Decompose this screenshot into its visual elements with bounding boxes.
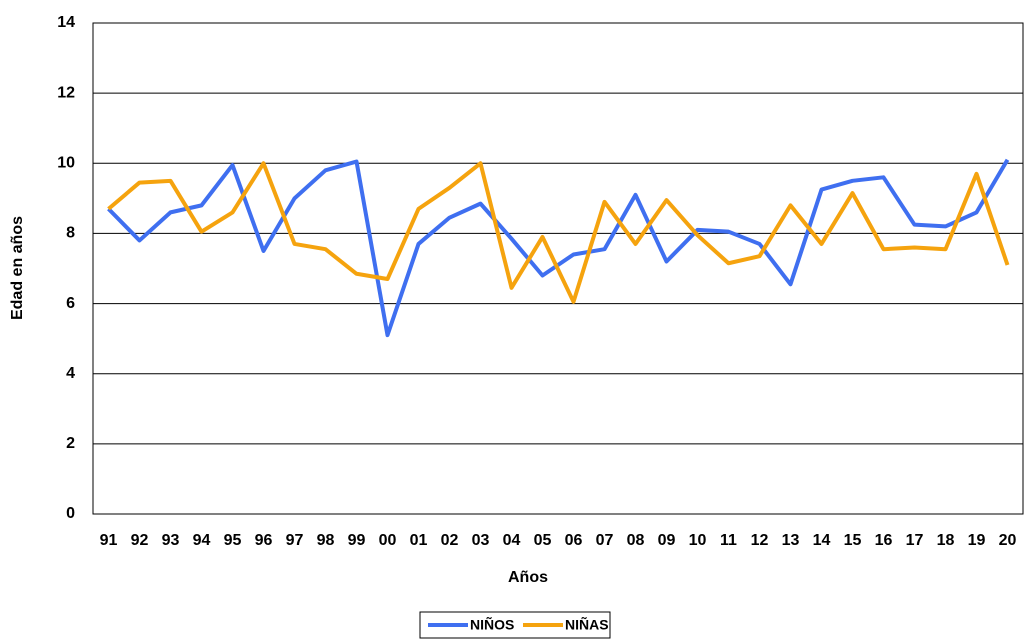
y-tick-label: 0 [66, 505, 75, 522]
x-tick-label: 96 [255, 532, 273, 549]
x-tick-label: 97 [286, 532, 304, 549]
x-tick-label: 92 [131, 532, 149, 549]
y-tick-label: 8 [66, 225, 75, 242]
x-tick-label: 03 [472, 532, 490, 549]
x-tick-label: 18 [937, 532, 955, 549]
series-line [107, 161, 1010, 304]
x-tick-label: 15 [844, 532, 862, 549]
y-tick-label: 2 [66, 435, 75, 452]
y-axis-title: Edad en años [9, 216, 26, 320]
x-tick-label: 07 [596, 532, 614, 549]
plot-border [92, 22, 1024, 515]
legend-label: NIÑAS [565, 616, 609, 633]
x-tick-label: 91 [100, 532, 118, 549]
x-tick-label: 01 [410, 532, 428, 549]
y-tick-label: 6 [66, 295, 75, 312]
x-tick-label: 99 [348, 532, 366, 549]
x-tick-label: 05 [534, 532, 552, 549]
x-tick-label: 94 [193, 532, 211, 549]
x-tick-label: 13 [782, 532, 800, 549]
x-tick-label: 11 [720, 532, 737, 549]
x-tick-label: 08 [627, 532, 645, 549]
x-tick-label: 20 [999, 532, 1017, 549]
x-tick-label: 09 [658, 532, 676, 549]
x-tick-label: 00 [379, 532, 397, 549]
x-tick-label: 04 [503, 532, 521, 549]
y-tick-label: 4 [66, 365, 75, 382]
x-tick-label: 93 [162, 532, 180, 549]
legend-label: NIÑOS [470, 616, 514, 633]
x-tick-label: 06 [565, 532, 583, 549]
x-tick-label: 02 [441, 532, 459, 549]
x-axis-title: Años [508, 569, 548, 586]
x-tick-label: 95 [224, 532, 242, 549]
x-tick-label: 10 [689, 532, 707, 549]
y-tick-label: 10 [57, 155, 75, 172]
x-tick-label: 12 [751, 532, 769, 549]
y-tick-label: 14 [57, 14, 75, 31]
x-tick-label: 14 [813, 532, 831, 549]
x-tick-label: 16 [875, 532, 893, 549]
x-tick-label: 98 [317, 532, 335, 549]
x-tick-label: 17 [906, 532, 924, 549]
y-tick-label: 12 [57, 84, 75, 101]
x-tick-label: 19 [968, 532, 986, 549]
